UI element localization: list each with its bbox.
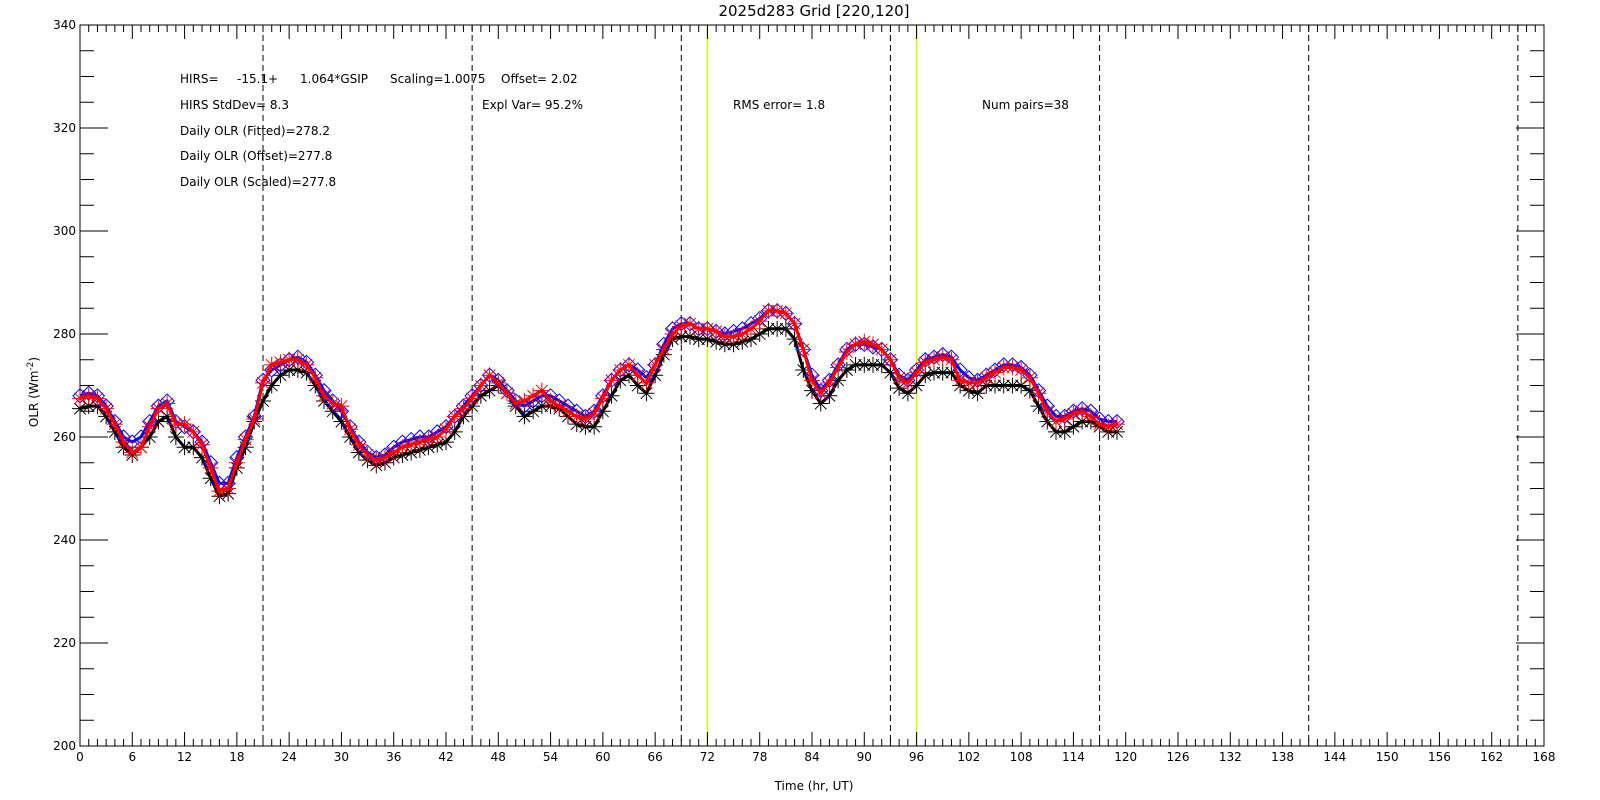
y-tick-label: 340 xyxy=(53,18,76,32)
series-line xyxy=(79,309,1118,493)
y-tick-label: 300 xyxy=(53,224,76,238)
annotation-stddev: HIRS StdDev= 8.3 xyxy=(180,98,289,112)
annotation-eq-intercept: -15.1+ xyxy=(237,72,278,86)
x-tick-label: 120 xyxy=(1114,750,1137,764)
x-tick-label: 162 xyxy=(1480,750,1503,764)
x-tick-label: 78 xyxy=(752,750,767,764)
y-axis-title: OLR (Wm-2) xyxy=(26,357,41,427)
reference-lines xyxy=(262,25,1519,746)
annotation-num-pairs: Num pairs=38 xyxy=(982,98,1069,112)
x-tick-label: 156 xyxy=(1428,750,1451,764)
annotation-scaling: Scaling=1.0075 xyxy=(390,72,486,86)
x-tick-label: 48 xyxy=(491,750,506,764)
annotation-offset: Offset= 2.02 xyxy=(501,72,578,86)
annotation-daily-offset: Daily OLR (Offset)=277.8 xyxy=(180,149,332,163)
annotations: HIRS= -15.1+ 1.064*GSIP Scaling=1.0075 O… xyxy=(180,72,1069,189)
y-axis-title-main: OLR (Wm xyxy=(27,371,41,428)
x-axis-title: Time (hr, UT) xyxy=(774,779,854,793)
annotation-daily-scaled: Daily OLR (Scaled)=277.8 xyxy=(180,175,336,189)
x-tick-label: 114 xyxy=(1062,750,1085,764)
x-tick-label: 12 xyxy=(177,750,192,764)
y-tick-label: 260 xyxy=(53,430,76,444)
series-red-line-asterisk xyxy=(72,302,1125,500)
y-tick-label: 280 xyxy=(53,327,76,341)
x-tick-label: 90 xyxy=(857,750,872,764)
series-line xyxy=(79,309,1117,485)
x-tick-label: 144 xyxy=(1323,750,1346,764)
x-tick-label: 30 xyxy=(334,750,349,764)
data-point-diamond-marker xyxy=(333,403,350,419)
x-tick-label: 6 xyxy=(128,750,136,764)
y-tick-label: 220 xyxy=(53,636,76,650)
x-tick-label: 108 xyxy=(1010,750,1033,764)
chart-title: 2025d283 Grid [220,120] xyxy=(718,2,909,20)
x-tick-label: 18 xyxy=(229,750,244,764)
x-tick-label: 132 xyxy=(1219,750,1242,764)
y-tick-label: 320 xyxy=(53,121,76,135)
x-tick-label: 150 xyxy=(1376,750,1399,764)
x-tick-label: 60 xyxy=(595,750,610,764)
y-tick-label: 240 xyxy=(53,533,76,547)
x-tick-label: 42 xyxy=(438,750,453,764)
x-tick-label: 138 xyxy=(1271,750,1294,764)
x-tick-label: 102 xyxy=(957,750,980,764)
x-tick-label: 66 xyxy=(648,750,663,764)
x-tick-label: 36 xyxy=(386,750,401,764)
x-tick-label: 84 xyxy=(804,750,819,764)
annotation-expl-var: Expl Var= 95.2% xyxy=(482,98,583,112)
annotation-eq-prefix: HIRS= xyxy=(180,72,219,86)
x-tick-label: 0 xyxy=(76,750,84,764)
x-tick-label: 168 xyxy=(1533,750,1556,764)
x-tick-label: 24 xyxy=(282,750,297,764)
x-tick-label: 54 xyxy=(543,750,558,764)
x-tick-label: 72 xyxy=(700,750,715,764)
y-axis-title-close: ) xyxy=(27,357,41,362)
x-tick-label: 96 xyxy=(909,750,924,764)
y-tick-label: 200 xyxy=(53,739,76,753)
annotation-eq-slope: 1.064*GSIP xyxy=(300,72,368,86)
axes: 0 6 12 18 24 30 36 42 48 54 60 66 72 78 84 90 96 102 108 11… xyxy=(53,18,1555,764)
y-axis-title-superscript: -2 xyxy=(26,362,36,371)
series-layer xyxy=(72,302,1125,505)
annotation-rms: RMS error= 1.8 xyxy=(733,98,825,112)
annotation-daily-fitted: Daily OLR (Fitted)=278.2 xyxy=(180,124,330,138)
x-tick-label: 126 xyxy=(1167,750,1190,764)
